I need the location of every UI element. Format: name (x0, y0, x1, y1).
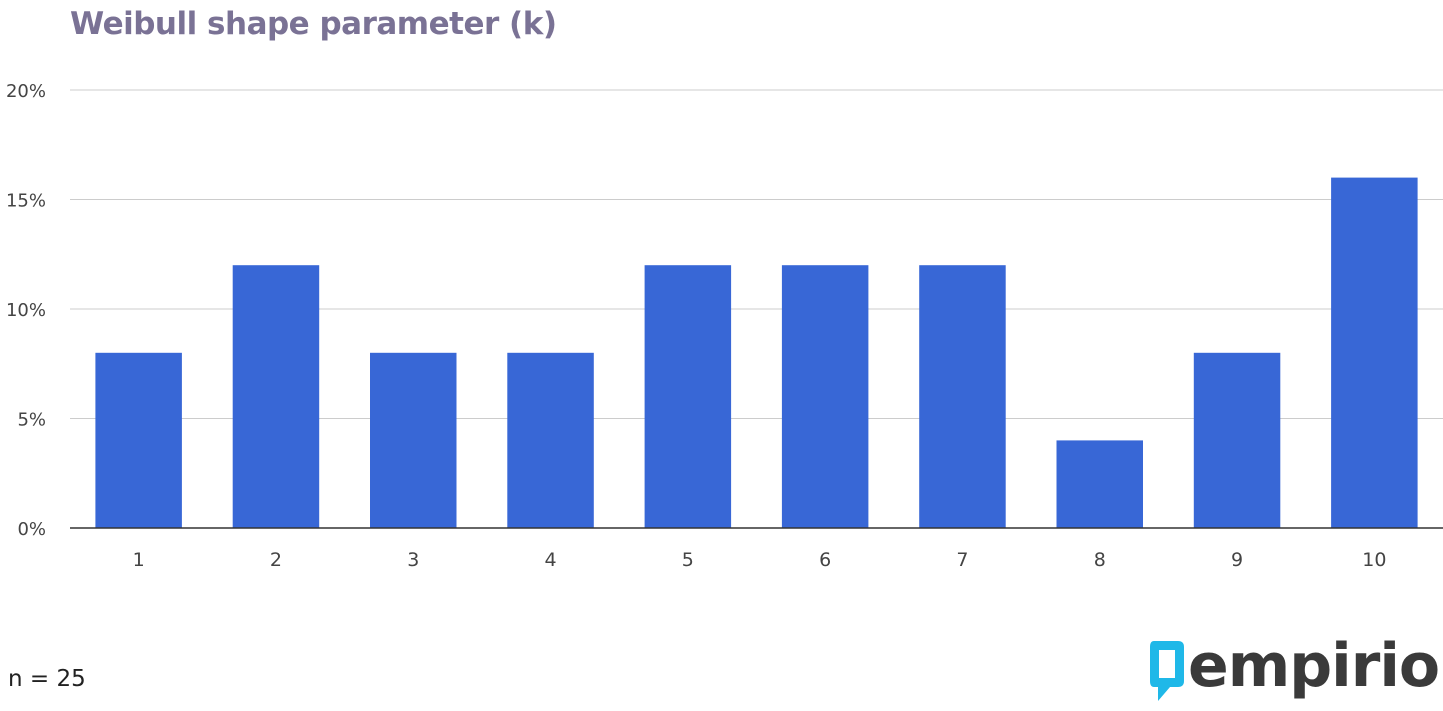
bar-10 (1331, 177, 1418, 528)
y-axis-tick-labels: 0% 5% 10% 15% 20% (6, 81, 46, 540)
bar-6 (781, 265, 869, 528)
x-tick-label: 5 (682, 549, 694, 571)
x-tick-label: 8 (1094, 549, 1106, 571)
logo-wordmark: empirio (1188, 633, 1440, 701)
x-tick-label: 9 (1231, 549, 1243, 571)
x-tick-label: 4 (545, 549, 557, 571)
bar-2 (232, 265, 320, 528)
x-tick-label: 3 (407, 549, 419, 571)
chart-title: Weibull shape parameter (k) (70, 6, 557, 42)
y-tick-label: 20% (6, 81, 46, 102)
bar-1 (95, 352, 182, 528)
y-tick-label: 15% (6, 191, 46, 212)
bar-7 (919, 265, 1006, 528)
bar-8 (1056, 440, 1143, 528)
x-tick-label: 10 (1362, 549, 1386, 571)
y-tick-label: 0% (17, 519, 46, 540)
x-tick-label: 2 (270, 549, 282, 571)
speech-bubble-logo-icon (1150, 641, 1184, 701)
bar-3 (370, 352, 457, 528)
sample-size-note: n = 25 (8, 666, 86, 692)
bar-9 (1193, 352, 1281, 528)
empirio-logo: empirio (1148, 633, 1443, 711)
bars (95, 177, 1418, 528)
bar-4 (507, 352, 594, 528)
y-tick-label: 10% (6, 300, 46, 321)
y-tick-label: 5% (17, 410, 46, 431)
x-tick-label: 6 (819, 549, 831, 571)
bar-chart: 0% 5% 10% 15% 20% 1 2 3 4 5 6 7 8 9 10 (6, 81, 1443, 571)
x-tick-label: 1 (133, 549, 145, 571)
x-tick-label: 7 (956, 549, 968, 571)
bar-5 (644, 265, 732, 528)
x-axis-tick-labels: 1 2 3 4 5 6 7 8 9 10 (133, 549, 1387, 571)
